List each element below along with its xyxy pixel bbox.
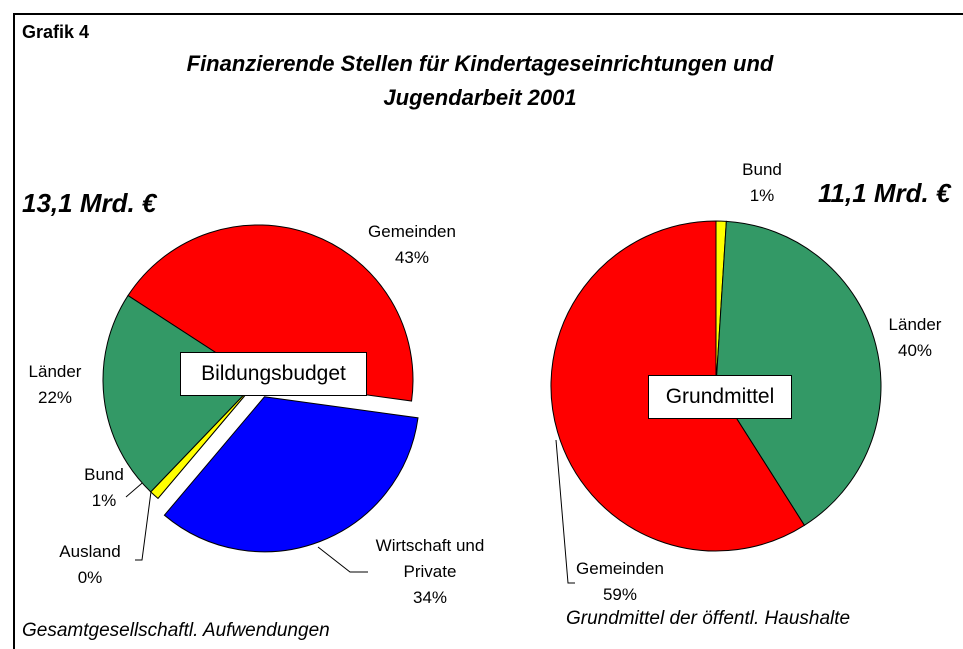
slice-label: Bund 1%: [84, 462, 124, 514]
caption: Grundmittel der öffentl. Haushalte: [566, 608, 851, 629]
category-label: Bund: [84, 465, 124, 484]
leader-line: [555, 439, 575, 584]
center-label: Grundmittel: [648, 375, 792, 419]
value-label: 1%: [91, 491, 117, 510]
value-label: 59%: [602, 585, 638, 604]
caption: Gesamtgesellschaftl. Aufwendungen: [22, 620, 330, 641]
slice-label: Bund 1%: [742, 157, 782, 209]
category-label: Länder: [28, 362, 82, 381]
slice-label: Ausland 0%: [59, 539, 120, 591]
total-label: 13,1 Mrd. €: [22, 188, 157, 218]
total-label: 11,1 Mrd. €: [818, 178, 951, 208]
value-label: 0%: [77, 568, 103, 587]
category-label: Wirtschaft und Private: [375, 536, 485, 581]
slice-label: Länder 40%: [889, 312, 942, 364]
leader-line: [317, 546, 368, 573]
slice-label: Wirtschaft und Private 34%: [360, 533, 500, 611]
value-label: 40%: [897, 341, 933, 360]
value-label: 43%: [394, 248, 430, 267]
slice-label: Länder 22%: [29, 359, 82, 411]
value-label: 34%: [412, 588, 448, 607]
center-label: Bildungsbudget: [180, 352, 367, 396]
slice-label: Gemeinden 59%: [576, 556, 664, 608]
chart-title: Finanzierende Stellen für Kindertagesein…: [186, 51, 774, 110]
frame: [13, 13, 963, 649]
category-label: Gemeinden: [368, 222, 456, 241]
pie-slice: [163, 396, 419, 553]
value-label: 22%: [37, 388, 73, 407]
leader-line: [135, 483, 153, 561]
category-label: Bund: [742, 160, 782, 179]
value-label: 1%: [749, 186, 775, 205]
slice-label: Gemeinden 43%: [368, 219, 456, 271]
category-label: Ausland: [59, 542, 121, 561]
pie-slice: [715, 220, 882, 527]
category-label: Gemeinden: [576, 559, 664, 578]
category-label: Länder: [888, 315, 942, 334]
header: Grafik 4: [22, 22, 90, 42]
